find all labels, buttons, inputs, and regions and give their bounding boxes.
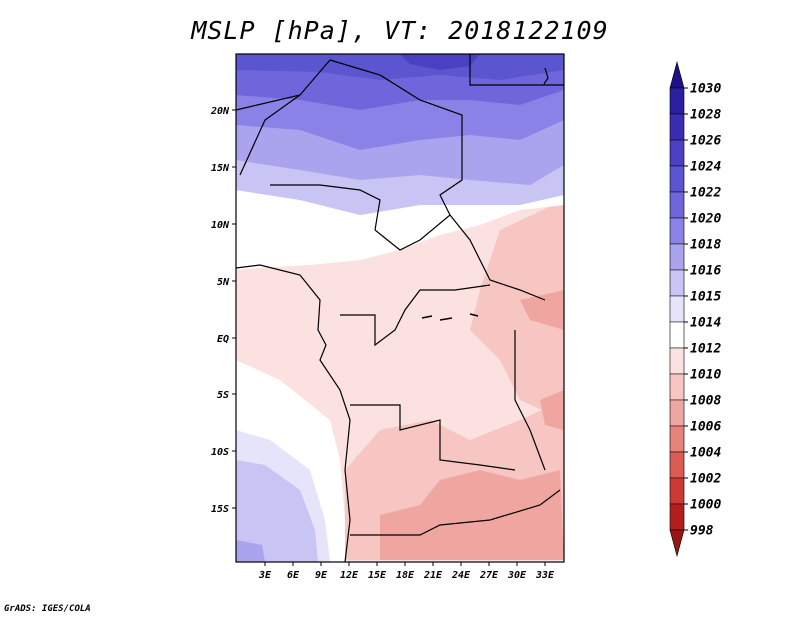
field-region-1008-lakes: [540, 390, 564, 430]
colorbar-swatch: [669, 451, 685, 479]
lat-label: 10N: [211, 220, 230, 231]
border-congo: [340, 284, 491, 347]
colorbar-swatch: [669, 425, 685, 453]
colorbar-swatch: [669, 191, 685, 219]
colorbar-label: 1024: [690, 160, 721, 175]
colorbar-swatch: [669, 295, 685, 323]
colorbar-swatch: [669, 503, 685, 531]
colorbar-label: 1006: [690, 420, 721, 435]
lat-label: EQ: [217, 334, 229, 345]
colorbar-swatch: [669, 373, 685, 401]
colorbar: 1030 1028 1026 1024 1022 1020 1018 1016 1015 1014…: [669, 60, 721, 558]
lon-label: 21E: [423, 570, 443, 581]
field-region-1008-south: [380, 470, 564, 560]
colorbar-label: 1020: [690, 212, 721, 227]
lat-label: 5N: [217, 277, 230, 288]
border-sahel: [239, 94, 381, 231]
colorbar-swatch: [669, 399, 685, 427]
colorbar-label: 1022: [690, 186, 721, 201]
colorbar-swatch: [669, 477, 685, 505]
lat-label: 10S: [211, 447, 229, 458]
colorbar-swatch: [669, 321, 685, 349]
lon-label: 3E: [258, 570, 272, 581]
map-title: MSLP [hPa], VT: 2018122109: [191, 16, 609, 45]
lon-label: 24E: [451, 570, 471, 581]
field-region-1024: [236, 54, 564, 80]
border-rift: [514, 330, 546, 471]
country-borders: [236, 54, 564, 562]
colorbar-label: 998: [690, 524, 714, 539]
colorbar-label: 1018: [690, 238, 721, 253]
lat-label: 5S: [217, 390, 229, 401]
field-region-1014-north: [236, 190, 564, 270]
field-region-1018-south: [236, 540, 265, 562]
lon-axis: 3E 6E 9E 12E 15E 18E 21E 24E 27E 30E 33E: [258, 562, 555, 581]
field-region-1016-south: [236, 460, 318, 562]
colorbar-swatch: [669, 113, 685, 141]
colorbar-label: 1030: [690, 82, 721, 97]
colorbar-label: 1012: [690, 342, 721, 357]
lat-label: 15S: [211, 504, 229, 515]
border-northeast: [469, 54, 564, 86]
lon-label: 33E: [535, 570, 555, 581]
colorbar-swatch: [669, 347, 685, 375]
colorbar-swatch: [669, 165, 685, 193]
colorbar-label: 1008: [690, 394, 721, 409]
colorbar-swatch: [669, 139, 685, 167]
lon-label: 27E: [479, 570, 499, 581]
plot-frame: [235, 53, 565, 563]
field-region-1008-east: [520, 290, 564, 330]
lon-label: 9E: [315, 570, 328, 581]
colorbar-label: 1015: [690, 290, 721, 305]
lon-label: 6E: [287, 570, 300, 581]
colorbar-swatch: [669, 87, 685, 115]
lon-label: 30E: [507, 570, 527, 581]
colorbar-label: 1026: [690, 134, 721, 149]
border-southern: [350, 489, 561, 536]
lon-label: 12E: [340, 570, 359, 581]
colorbar-label: 1000: [690, 498, 721, 513]
colorbar-swatch: [669, 243, 685, 271]
coastline-sinai: [543, 67, 549, 85]
border-central: [374, 214, 546, 301]
colorbar-swatch: [669, 269, 685, 297]
lat-axis: 20N 15N 10N 5N EQ 5S 10S 15S: [210, 106, 236, 515]
border-angola: [350, 404, 516, 471]
coastline-west: [236, 264, 351, 562]
colorbar-label: 1016: [690, 264, 721, 279]
colorbar-label: 1010: [690, 368, 721, 383]
colorbar-swatch: [669, 217, 685, 245]
lon-label: 15E: [368, 570, 387, 581]
colorbar-label: 1002: [690, 472, 721, 487]
colorbar-label: 1028: [690, 108, 721, 123]
pressure-field: [236, 54, 564, 562]
colorbar-label: 1004: [690, 446, 721, 461]
colorbar-label: 1014: [690, 316, 721, 331]
lon-label: 18E: [396, 570, 415, 581]
field-region-1026: [400, 54, 480, 70]
lat-label: 20N: [210, 106, 230, 117]
lat-label: 15N: [211, 163, 230, 174]
colorbar-swatch: [669, 60, 685, 89]
lake-outlines: [421, 313, 479, 321]
colorbar-swatch: [669, 529, 685, 558]
field-region-1010-east: [470, 200, 564, 420]
grads-credit: GrADS: IGES/COLA: [4, 604, 91, 614]
